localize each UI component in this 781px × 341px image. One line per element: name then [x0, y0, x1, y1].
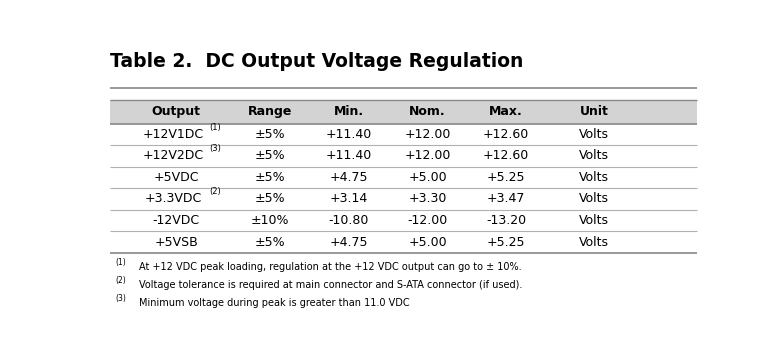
- Text: Nom.: Nom.: [409, 105, 446, 118]
- Text: +3.30: +3.30: [408, 192, 447, 206]
- Text: +5VSB: +5VSB: [155, 236, 198, 249]
- Text: (2): (2): [116, 276, 127, 285]
- Text: +5VDC: +5VDC: [154, 171, 199, 184]
- Text: Volts: Volts: [579, 171, 609, 184]
- Text: ±5%: ±5%: [255, 192, 285, 206]
- Text: Range: Range: [248, 105, 292, 118]
- Bar: [109, 100, 697, 124]
- Text: +3.47: +3.47: [487, 192, 526, 206]
- Text: -12.00: -12.00: [408, 214, 448, 227]
- Text: Table 2.  DC Output Voltage Regulation: Table 2. DC Output Voltage Regulation: [109, 53, 523, 71]
- Text: Output: Output: [152, 105, 201, 118]
- Text: +11.40: +11.40: [326, 149, 372, 162]
- Text: Volts: Volts: [579, 236, 609, 249]
- Text: +12.60: +12.60: [483, 149, 530, 162]
- Text: Volts: Volts: [579, 149, 609, 162]
- Text: Volts: Volts: [579, 128, 609, 141]
- Text: Minimum voltage during peak is greater than 11.0 VDC: Minimum voltage during peak is greater t…: [139, 298, 409, 308]
- Text: -10.80: -10.80: [329, 214, 369, 227]
- Text: ±5%: ±5%: [255, 128, 285, 141]
- Text: Max.: Max.: [490, 105, 523, 118]
- Text: +4.75: +4.75: [330, 236, 368, 249]
- Text: (1): (1): [209, 122, 221, 132]
- Text: +5.25: +5.25: [487, 236, 526, 249]
- Text: +12V1DC: +12V1DC: [143, 128, 204, 141]
- Text: Volts: Volts: [579, 192, 609, 206]
- Text: +5.00: +5.00: [408, 171, 447, 184]
- Text: +12.60: +12.60: [483, 128, 530, 141]
- Text: +11.40: +11.40: [326, 128, 372, 141]
- Text: +12V2DC: +12V2DC: [143, 149, 204, 162]
- Text: +4.75: +4.75: [330, 171, 368, 184]
- Text: +12.00: +12.00: [405, 149, 451, 162]
- Text: ±5%: ±5%: [255, 149, 285, 162]
- Text: +5.00: +5.00: [408, 236, 447, 249]
- Text: +3.14: +3.14: [330, 192, 368, 206]
- Text: At +12 VDC peak loading, regulation at the +12 VDC output can go to ± 10%.: At +12 VDC peak loading, regulation at t…: [139, 262, 522, 272]
- Text: +5.25: +5.25: [487, 171, 526, 184]
- Text: Min.: Min.: [333, 105, 364, 118]
- Text: -13.20: -13.20: [486, 214, 526, 227]
- Text: (2): (2): [209, 187, 221, 196]
- Text: ±5%: ±5%: [255, 236, 285, 249]
- Text: Volts: Volts: [579, 214, 609, 227]
- Text: +3.3VDC: +3.3VDC: [144, 192, 202, 206]
- Text: (1): (1): [116, 258, 127, 267]
- Text: +12.00: +12.00: [405, 128, 451, 141]
- Text: ±10%: ±10%: [251, 214, 290, 227]
- Text: Unit: Unit: [580, 105, 608, 118]
- Text: Voltage tolerance is required at main connector and S-ATA connector (if used).: Voltage tolerance is required at main co…: [139, 280, 522, 290]
- Text: ±5%: ±5%: [255, 171, 285, 184]
- Text: (3): (3): [209, 144, 221, 153]
- Text: (3): (3): [116, 294, 127, 303]
- Text: -12VDC: -12VDC: [153, 214, 200, 227]
